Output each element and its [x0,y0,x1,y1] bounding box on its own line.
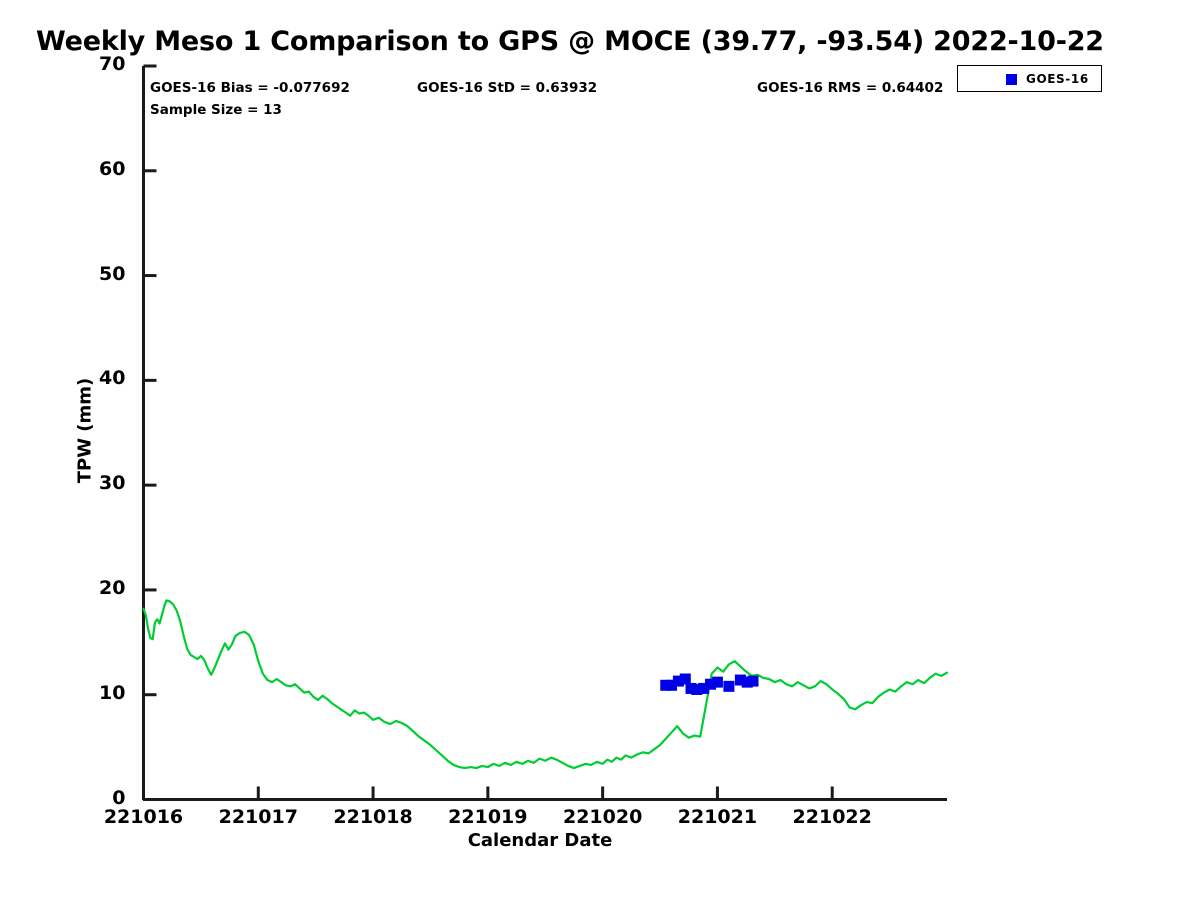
series-gps-line [142,599,949,770]
y-tick-label: 40 [99,367,126,390]
y-tick-label: 50 [99,262,126,285]
y-axis-label: TPW (mm) [74,377,96,484]
x-tick-label: 221022 [792,805,872,828]
goes16-data-point [666,679,678,691]
x-axis-label: Calendar Date [467,830,613,851]
x-tick-marks [142,786,834,800]
goes16-data-point [691,683,703,695]
y-tick-label: 60 [99,157,126,180]
y-tick-label: 0 [112,786,126,809]
goes16-data-point [723,680,735,692]
y-tick-label: 10 [99,681,126,704]
stat-sample-size: Sample Size = 13 [150,102,282,118]
goes16-data-point [660,679,672,691]
y-tick-label: 30 [99,472,126,495]
legend-marker-goes16 [1006,74,1017,85]
x-tick-label: 221016 [103,805,184,828]
goes16-data-point [698,682,710,694]
stat-std: GOES-16 StD = 0.63932 [417,80,598,96]
axis-frame [142,66,947,801]
chart-legend: GOES-16 [957,65,1102,92]
goes16-data-point [747,675,759,687]
y-tick-marks [143,64,157,801]
x-tick-label: 221020 [562,805,643,828]
x-tick-label: 221017 [218,805,298,828]
y-tick-label: 70 [99,53,126,75]
goes16-data-point [734,674,746,686]
x-tick-label: 221018 [333,805,413,828]
stat-bias: GOES-16 Bias = -0.077692 [150,80,350,96]
goes16-data-point [679,673,691,685]
y-tick-label: 20 [99,576,126,599]
goes16-data-point [685,682,697,694]
x-tick-label: 221019 [448,805,528,828]
legend-label-goes16: GOES-16 [1026,72,1089,86]
page-title: Weekly Meso 1 Comparison to GPS @ MOCE (… [36,26,1104,57]
x-tick-label: 221021 [677,805,758,828]
goes16-data-point [741,676,753,688]
goes16-data-point [672,675,684,687]
goes16-data-point [711,676,723,688]
goes16-data-point [705,678,717,690]
stat-rms: GOES-16 RMS = 0.64402 [757,80,944,96]
series-goes16-points [660,673,759,695]
gps-trace [142,599,949,770]
